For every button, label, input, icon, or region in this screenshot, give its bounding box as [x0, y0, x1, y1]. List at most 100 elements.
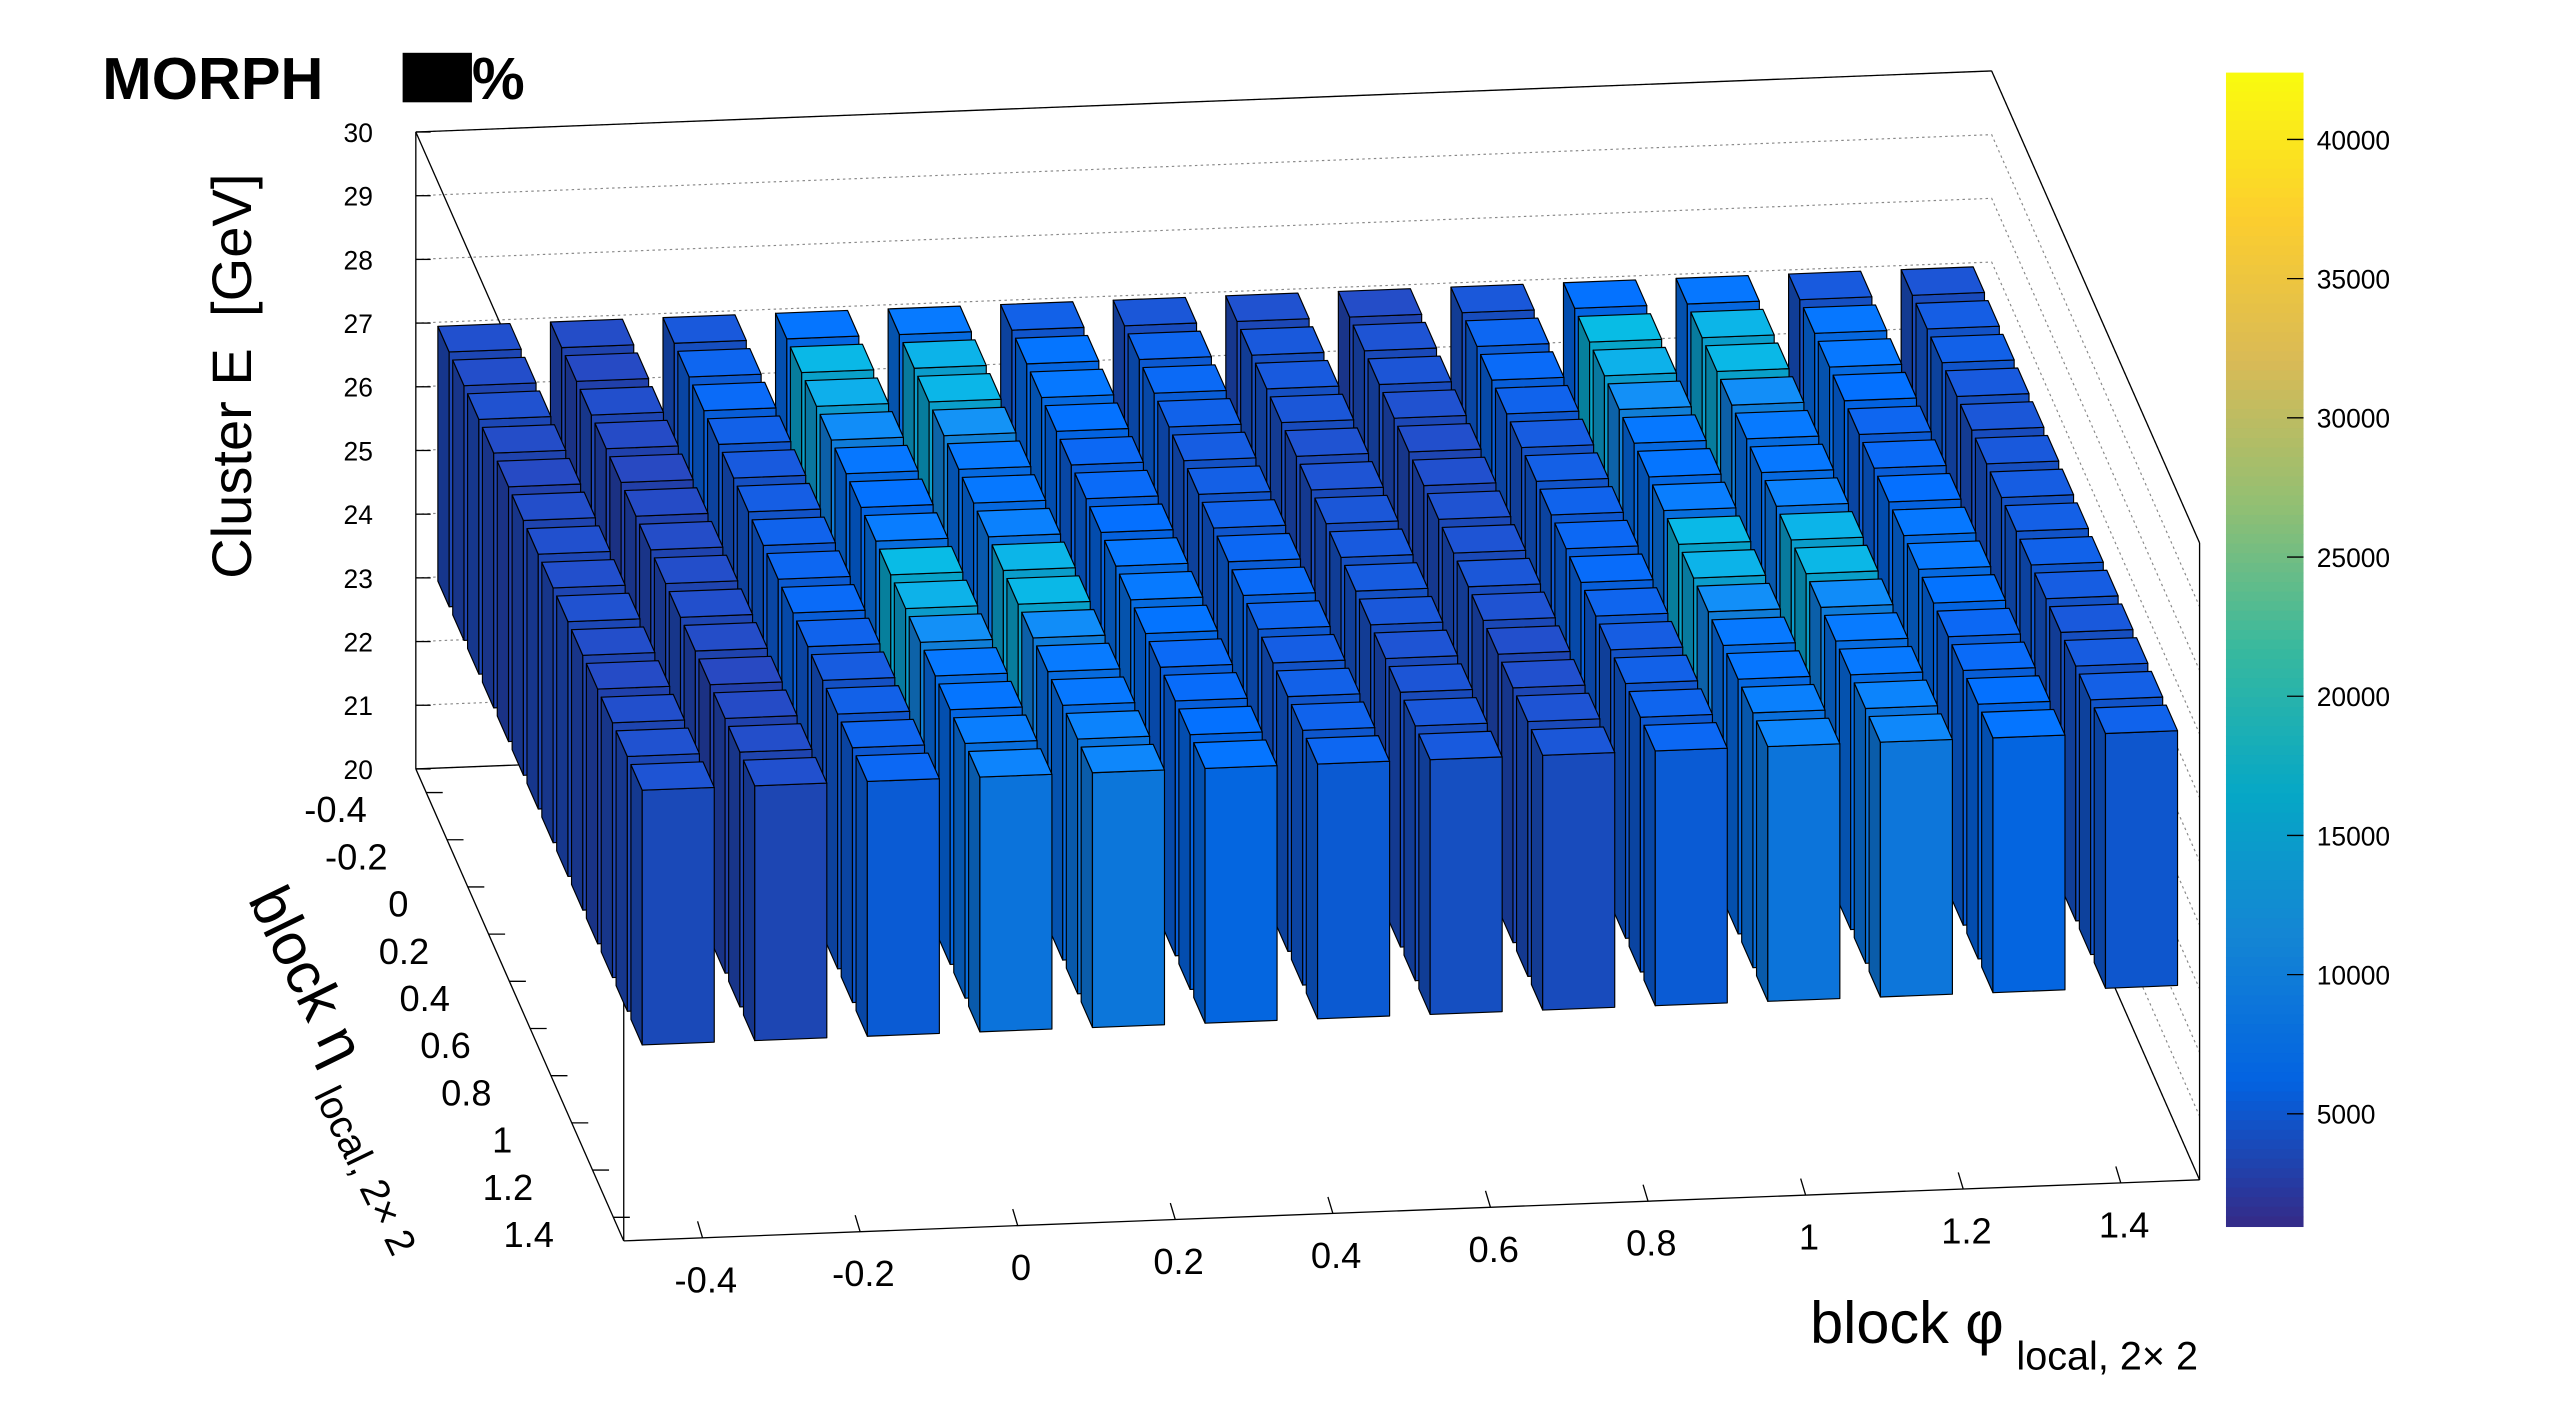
bar-top: [1598, 620, 1684, 651]
colorbar-slice: [2225, 1158, 2304, 1170]
colorbar-slice: [2225, 1014, 2304, 1026]
colorbar-slice: [2225, 533, 2304, 545]
bar-top: [549, 318, 635, 349]
bar-top: [1480, 351, 1565, 381]
bar-side: [1050, 679, 1064, 961]
colorbar-slice: [2225, 1168, 2304, 1179]
colorbar-slice: [2225, 264, 2304, 276]
colorbar-slice: [2225, 111, 2304, 122]
bar-side: [840, 721, 854, 1004]
bar-top: [1029, 368, 1115, 399]
colorbar-slice: [2225, 764, 2304, 776]
bar-top: [1900, 266, 1986, 296]
bar-top: [1613, 654, 1699, 685]
bar-top: [1006, 575, 1091, 605]
bar-top: [1788, 270, 1873, 301]
colorbar-slice: [2225, 370, 2304, 382]
colorbar-slice: [2225, 514, 2304, 526]
colorbar-slice: [2225, 332, 2304, 343]
bar-top: [1397, 422, 1482, 453]
bar-top: [1305, 735, 1391, 765]
colorbar-slice: [2225, 1120, 2304, 1131]
colorbar-slice: [2225, 178, 2304, 189]
bar-side: [1388, 666, 1402, 948]
z-tick-label: 20: [344, 755, 373, 785]
bar-top: [1163, 671, 1248, 702]
bar-top: [1637, 447, 1722, 478]
z-tick-label: 22: [344, 627, 373, 657]
bar-side: [1178, 708, 1191, 991]
bar-side: [556, 595, 569, 878]
x-tick-label: 0.8: [1626, 1223, 1676, 1264]
colorbar-slice: [2225, 485, 2304, 497]
bar-top: [1966, 675, 2051, 705]
bar-side: [496, 460, 510, 743]
bar-top: [1000, 301, 1085, 331]
colorbar-slice: [2225, 1033, 2304, 1045]
z-tick-label: 27: [344, 309, 373, 339]
bar-top: [834, 444, 919, 475]
bar-side: [1163, 674, 1176, 957]
z-tick-label: 24: [344, 500, 373, 530]
colorbar-slice: [2225, 245, 2304, 257]
bar-top: [742, 756, 828, 787]
frame-edge: [623, 1179, 2200, 1242]
colorbar-slice: [2225, 1139, 2304, 1151]
bar-top: [683, 622, 768, 652]
colorbar-slice: [2225, 149, 2304, 161]
bar-top: [796, 617, 881, 648]
bar-top: [1891, 506, 1977, 537]
bar-side: [1868, 716, 1881, 998]
bar-side: [1290, 704, 1304, 986]
bar-side: [615, 730, 628, 1012]
colorbar-slice: [2225, 82, 2304, 93]
bar-top: [1133, 604, 1219, 635]
colorbar-slice: [2225, 495, 2304, 507]
bar-top: [953, 714, 1038, 744]
colorbar-slice: [2225, 812, 2304, 824]
bar-top: [1021, 608, 1106, 639]
bar-top: [1569, 553, 1654, 583]
x-tick-label: -0.4: [675, 1259, 738, 1300]
bar-front: [1091, 769, 1166, 1029]
bar-top: [1412, 456, 1497, 487]
colorbar-slice: [2225, 1081, 2304, 1093]
colorbar-slice: [2225, 562, 2304, 574]
redacted-box: [402, 52, 472, 103]
colorbar-slice: [2225, 841, 2304, 853]
bar-top: [1554, 519, 1639, 550]
z-axis-title: Cluster E [GeV]: [200, 174, 263, 579]
x-title-main: block φ: [1810, 1289, 2004, 1356]
bar-top: [1607, 380, 1692, 411]
bar-top: [1065, 710, 1151, 740]
x-tick: [1800, 1178, 1807, 1196]
bar-top: [541, 558, 626, 589]
x-tick: [1642, 1184, 1649, 1202]
bar-side: [1515, 695, 1529, 977]
bar-top: [1501, 658, 1586, 689]
bar-side: [1305, 737, 1319, 1020]
y-tick-label: 0.8: [441, 1072, 491, 1113]
colorbar-slice: [2225, 658, 2304, 670]
bar-top: [810, 651, 896, 681]
bar-side: [1755, 720, 1769, 1002]
bar-top: [1471, 591, 1556, 622]
bar-top: [1877, 472, 1962, 503]
bar-top: [2034, 569, 2119, 600]
x-tick: [1484, 1190, 1492, 1208]
bar-side: [511, 494, 524, 776]
bar-front: [1879, 738, 1953, 998]
colorbar-slice: [2225, 620, 2304, 632]
bar-top: [1562, 279, 1648, 309]
bar-top: [579, 386, 665, 416]
z-tick-label: 21: [344, 691, 373, 721]
bar-side: [968, 750, 981, 1033]
colorbar-slice: [2225, 1187, 2304, 1199]
frame-edge: [415, 768, 625, 1242]
bar-top: [1388, 663, 1474, 693]
bar-side: [713, 692, 726, 974]
bar-top: [946, 440, 1032, 470]
bar-top: [923, 646, 1008, 677]
bar-top: [2049, 603, 2134, 633]
bar-top: [1921, 574, 2007, 604]
